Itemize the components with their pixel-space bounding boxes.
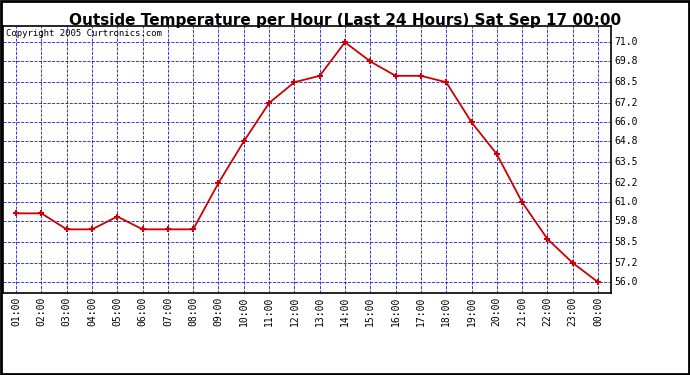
Text: 18:00: 18:00 [441, 296, 451, 326]
Text: 62.2: 62.2 [614, 178, 638, 188]
Text: 00:00: 00:00 [593, 296, 603, 326]
Text: 59.8: 59.8 [614, 216, 638, 226]
Text: 56.0: 56.0 [614, 277, 638, 287]
Text: 16:00: 16:00 [391, 296, 401, 326]
Text: 06:00: 06:00 [137, 296, 148, 326]
Text: 02:00: 02:00 [37, 296, 46, 326]
Text: 71.0: 71.0 [614, 37, 638, 47]
Text: 13:00: 13:00 [315, 296, 325, 326]
Text: 08:00: 08:00 [188, 296, 198, 326]
Text: 07:00: 07:00 [163, 296, 173, 326]
Text: 03:00: 03:00 [61, 296, 72, 326]
Text: 05:00: 05:00 [112, 296, 122, 326]
Text: 67.2: 67.2 [614, 98, 638, 108]
Text: 14:00: 14:00 [340, 296, 350, 326]
Text: 64.8: 64.8 [614, 136, 638, 146]
Text: 58.5: 58.5 [614, 237, 638, 247]
Text: 21:00: 21:00 [517, 296, 527, 326]
Text: 01:00: 01:00 [11, 296, 21, 326]
Text: 19:00: 19:00 [466, 296, 477, 326]
Text: 17:00: 17:00 [416, 296, 426, 326]
Text: 61.0: 61.0 [614, 197, 638, 207]
Text: 63.5: 63.5 [614, 157, 638, 167]
Text: 15:00: 15:00 [365, 296, 375, 326]
Text: 23:00: 23:00 [568, 296, 578, 326]
Text: 57.2: 57.2 [614, 258, 638, 268]
Text: 68.5: 68.5 [614, 77, 638, 87]
Text: 66.0: 66.0 [614, 117, 638, 127]
Text: 20:00: 20:00 [492, 296, 502, 326]
Text: 04:00: 04:00 [87, 296, 97, 326]
Text: 11:00: 11:00 [264, 296, 274, 326]
Text: 10:00: 10:00 [239, 296, 249, 326]
Text: Copyright 2005 Curtronics.com: Copyright 2005 Curtronics.com [6, 29, 162, 38]
Text: Outside Temperature per Hour (Last 24 Hours) Sat Sep 17 00:00: Outside Temperature per Hour (Last 24 Ho… [69, 13, 621, 28]
Text: 12:00: 12:00 [289, 296, 299, 326]
Text: 69.8: 69.8 [614, 56, 638, 66]
Text: 22:00: 22:00 [542, 296, 553, 326]
Text: 09:00: 09:00 [213, 296, 224, 326]
